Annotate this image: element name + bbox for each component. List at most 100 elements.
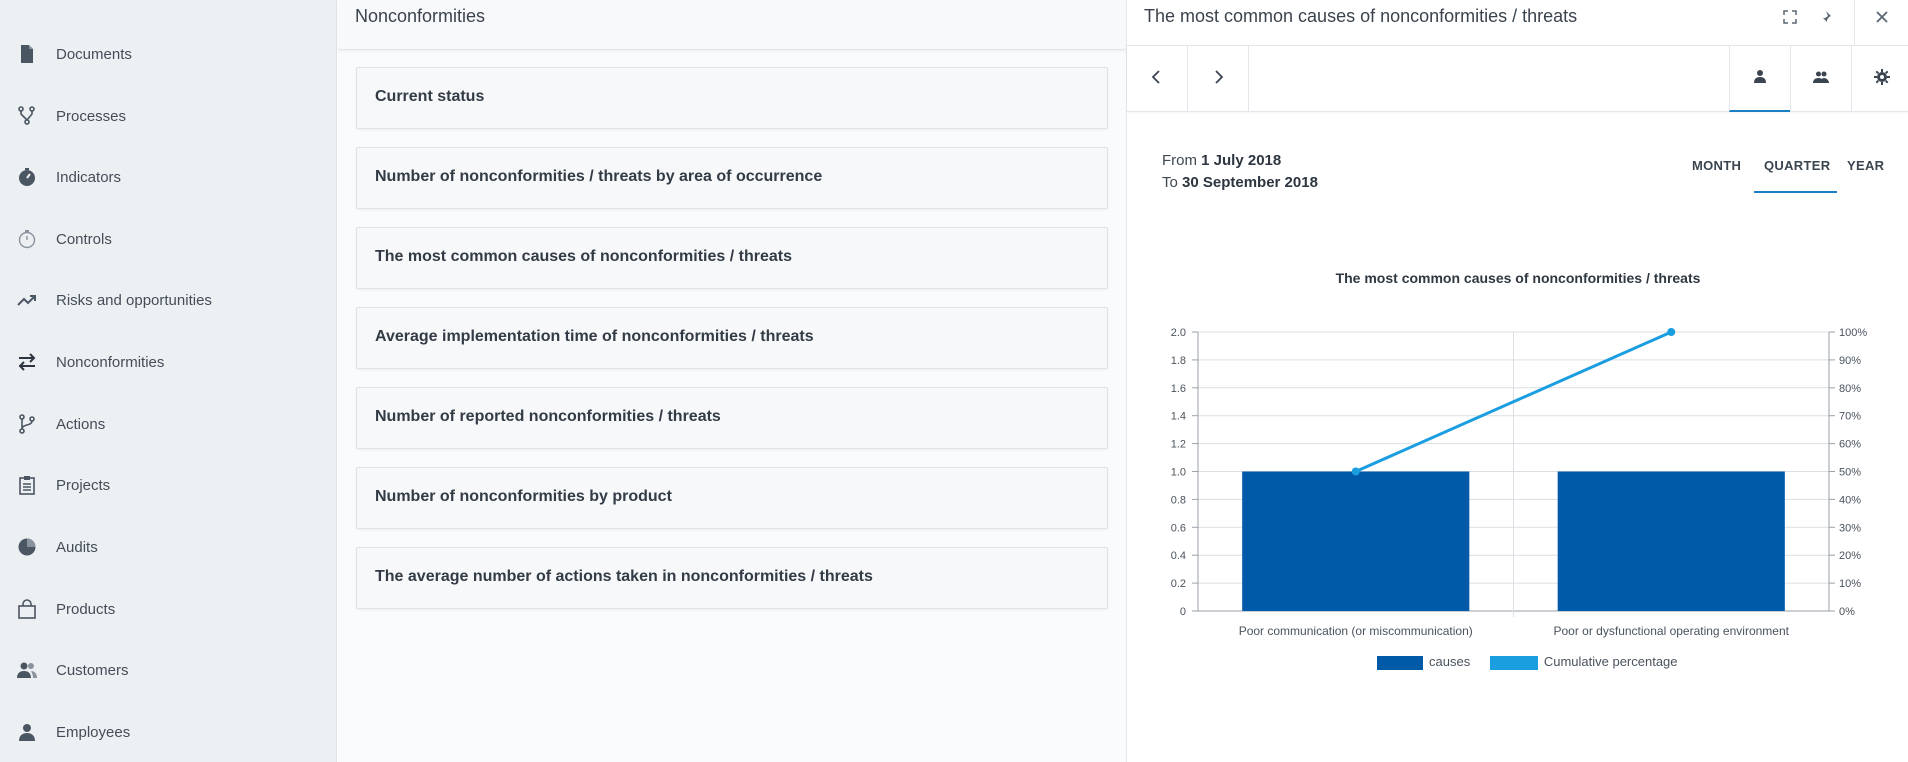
legend: causes Cumulative percentage — [1377, 654, 1678, 670]
report-card-label: Average implementation time of nonconfor… — [375, 328, 814, 345]
pareto-chart: 0 0.2 0.4 0.6 0.8 1.0 1.2 1.4 1.6 1.8 2.0 0% 10% 20% 3… — [1171, 327, 1868, 638]
date-range: From 1 July 2018 To 30 September 2018 — [1162, 150, 1318, 194]
report-card-label: Number of nonconformities / threats by a… — [375, 168, 823, 185]
sidebar-item-actions[interactable]: Actions — [0, 404, 337, 444]
trend-icon — [17, 290, 37, 310]
y-left-tick-label: 2.0 — [1171, 327, 1186, 339]
tab-quarter[interactable]: QUARTER — [1764, 158, 1831, 173]
point-cumulative-percentage — [1667, 328, 1676, 336]
sidebar-item-processes[interactable]: Processes — [0, 96, 337, 136]
y-left-tick-label: 0 — [1180, 606, 1186, 618]
sidebar-item-employees[interactable]: Employees — [0, 712, 337, 752]
report-card[interactable]: The most common causes of nonconformitie… — [356, 227, 1108, 289]
report-card[interactable]: The average number of actions taken in n… — [356, 547, 1108, 609]
tab-year[interactable]: YEAR — [1847, 158, 1885, 173]
stopwatch-icon — [17, 229, 37, 249]
page-title: Nonconformities — [355, 6, 486, 26]
bar-causes — [1557, 471, 1785, 611]
y-left-tick-label: 0.8 — [1171, 494, 1186, 506]
sidebar-item-documents[interactable]: Documents — [0, 34, 337, 74]
report-card-label: Current status — [375, 88, 485, 105]
sidebar-item-controls[interactable]: Controls — [0, 219, 337, 259]
branch-icon — [17, 414, 37, 434]
y-right-tick-label: 100% — [1839, 327, 1867, 339]
report-card[interactable]: Number of nonconformities by product — [356, 467, 1108, 529]
y-right-tick-label: 90% — [1839, 355, 1861, 367]
legend-label-causes: causes — [1429, 654, 1471, 669]
line-cumulative-percentage — [1355, 330, 1672, 473]
bar-causes — [1242, 471, 1470, 611]
reports-list-panel: Nonconformities Current status Number of… — [338, 0, 1126, 762]
expand-button[interactable] — [1779, 8, 1801, 30]
sidebar-item-products[interactable]: Products — [0, 589, 337, 629]
y-left-tick-label: 0.6 — [1171, 522, 1186, 534]
users-icon — [1813, 69, 1829, 90]
from-label: From — [1162, 152, 1197, 169]
single-user-view-button[interactable] — [1729, 46, 1790, 112]
tab-month[interactable]: MONTH — [1692, 158, 1742, 173]
pin-icon — [1818, 10, 1832, 29]
indicator-icon — [17, 167, 37, 187]
y-right-tick-label: 0% — [1839, 606, 1855, 618]
y-left-tick-label: 0.2 — [1171, 578, 1186, 590]
report-card[interactable]: Current status — [356, 67, 1108, 129]
group-view-button[interactable] — [1790, 46, 1851, 112]
y-right-tick-label: 50% — [1839, 467, 1861, 479]
sidebar-item-label: Employees — [56, 723, 131, 741]
user-icon — [17, 722, 37, 742]
sidebar-item-projects[interactable]: Projects — [0, 465, 337, 505]
legend-swatch-cumulative — [1489, 655, 1538, 670]
sidebar-item-label: Processes — [56, 107, 127, 125]
sidebar: Documents Processes Indicators Controls … — [0, 0, 337, 762]
y-right-tick-label: 30% — [1839, 522, 1861, 534]
chart-title: The most common causes of nonconformitie… — [1335, 270, 1701, 286]
detail-title: The most common causes of nonconformitie… — [1144, 6, 1578, 26]
close-button[interactable] — [1871, 8, 1893, 30]
y-left-tick-label: 1.0 — [1171, 467, 1186, 479]
expand-icon — [1783, 9, 1797, 29]
tab-active-indicator — [1754, 191, 1837, 193]
sidebar-item-label: Nonconformities — [56, 353, 165, 371]
y-right-tick-label: 60% — [1839, 439, 1861, 451]
close-icon — [1875, 10, 1889, 29]
legend-label-cumulative: Cumulative percentage — [1543, 654, 1678, 669]
y-right-tick-label: 70% — [1839, 411, 1861, 423]
to-date: 30 September 2018 — [1182, 174, 1318, 191]
next-button[interactable] — [1188, 46, 1249, 112]
sidebar-item-audits[interactable]: Audits — [0, 527, 337, 567]
sidebar-item-customers[interactable]: Customers — [0, 650, 337, 690]
settings-button[interactable] — [1851, 46, 1908, 112]
legend-swatch-causes — [1377, 655, 1423, 670]
y-left-tick-label: 1.8 — [1171, 355, 1186, 367]
sidebar-item-label: Products — [56, 600, 116, 618]
close-area — [1854, 0, 1908, 46]
gear-icon — [1874, 68, 1890, 90]
point-cumulative-percentage — [1351, 467, 1360, 476]
pin-button[interactable] — [1814, 8, 1836, 30]
sidebar-item-label: Indicators — [56, 168, 122, 186]
previous-button[interactable] — [1127, 46, 1188, 112]
sidebar-item-risks[interactable]: Risks and opportunities — [0, 280, 337, 320]
y-right-tick-label: 20% — [1839, 550, 1861, 562]
sidebar-item-label: Documents — [56, 45, 132, 63]
sidebar-item-indicators[interactable]: Indicators — [0, 157, 337, 197]
from-date: 1 July 2018 — [1201, 152, 1282, 169]
report-card[interactable]: Average implementation time of nonconfor… — [356, 307, 1108, 369]
sidebar-item-label: Risks and opportunities — [56, 291, 212, 309]
document-icon — [17, 44, 37, 64]
bag-icon — [17, 599, 37, 619]
y-left-tick-label: 0.4 — [1171, 550, 1186, 562]
sidebar-item-label: Projects — [56, 476, 111, 494]
report-card-label: Number of reported nonconformities / thr… — [375, 408, 721, 425]
report-card[interactable]: Number of nonconformities / threats by a… — [356, 147, 1108, 209]
sidebar-item-label: Audits — [56, 538, 98, 556]
y-right-tick-label: 10% — [1839, 578, 1861, 590]
report-detail-panel: The most common causes of nonconformitie… — [1126, 0, 1908, 762]
report-card-label: The most common causes of nonconformitie… — [375, 248, 792, 265]
report-card-label: The average number of actions taken in n… — [375, 568, 873, 585]
panel-header: Nonconformities — [338, 0, 1126, 50]
y-left-tick-label: 1.4 — [1171, 411, 1186, 423]
sidebar-item-nonconformities[interactable]: Nonconformities — [0, 342, 337, 382]
y-left-tick-label: 1.2 — [1171, 439, 1186, 451]
report-card[interactable]: Number of reported nonconformities / thr… — [356, 387, 1108, 449]
